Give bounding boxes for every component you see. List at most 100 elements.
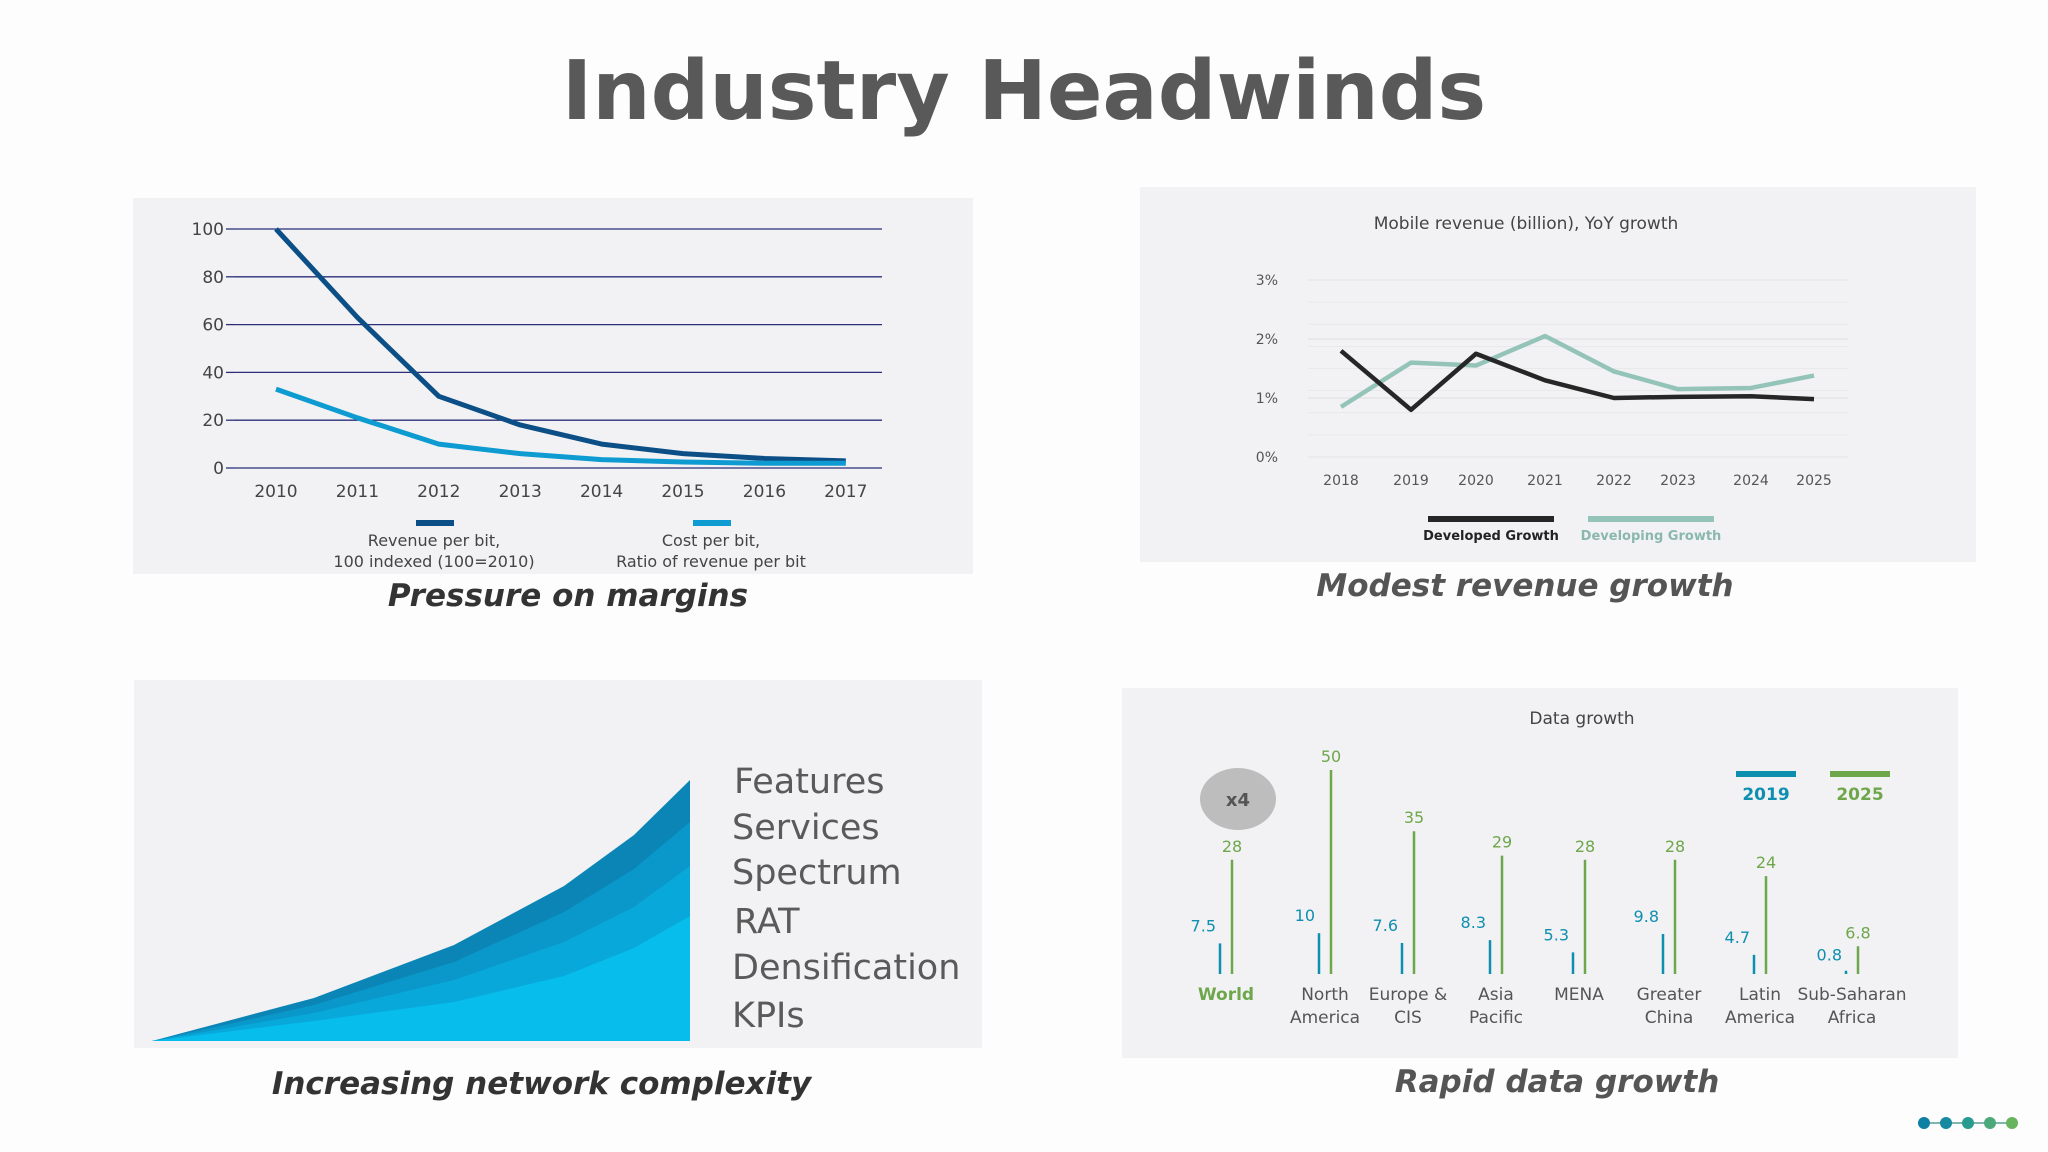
x-tick-label: 2024 (1733, 473, 1769, 489)
category-label: Sub-Saharan (1797, 985, 1906, 1005)
legend-label: Developing Growth (1581, 529, 1722, 544)
x-tick-label: 2010 (254, 482, 297, 502)
complexity-layer (152, 916, 690, 1041)
category-label: MENA (1554, 985, 1604, 1005)
category-label: America (1290, 1008, 1360, 1028)
category-label: Pacific (1469, 1008, 1523, 1028)
category-label: Europe & (1369, 985, 1447, 1005)
legend-label: Ratio of revenue per bit (616, 552, 806, 571)
category-label: World (1198, 985, 1254, 1005)
legend-label: 2025 (1836, 785, 1883, 805)
complexity-caption: Increasing network complexity (271, 1066, 812, 1102)
data-growth-caption: Rapid data growth (1394, 1064, 1720, 1100)
y-tick-label: 3% (1256, 273, 1278, 289)
data-label: 29 (1492, 833, 1512, 852)
y-tick-label: 60 (202, 316, 224, 336)
legend-label: 100 indexed (100=2010) (333, 552, 534, 571)
y-tick-label: 80 (202, 268, 224, 288)
x-tick-label: 2020 (1458, 473, 1494, 489)
data-label: 7.6 (1373, 916, 1398, 935)
developing-growth-line (1339, 333, 1815, 409)
category-label: CIS (1394, 1008, 1422, 1028)
x-tick-label: 2015 (661, 482, 704, 502)
x-tick-label: 2018 (1323, 473, 1359, 489)
pagination-dot (1984, 1117, 1996, 1129)
x-tick-label: 2013 (499, 482, 542, 502)
y-tick-label: 20 (202, 411, 224, 431)
category-label: North (1301, 985, 1349, 1005)
margins-panel: 0 20 40 60 80 100 2010 2011 2012 2013 2014 2015 2016… (133, 198, 973, 574)
y-tick-label: 0 (213, 459, 224, 479)
chart-title: Mobile revenue (billion), YoY growth (1374, 214, 1679, 234)
data-label: 35 (1404, 808, 1424, 827)
x-tick-label: 2016 (743, 482, 786, 502)
pagination-dot (1918, 1117, 1930, 1129)
pagination-dot (1962, 1117, 1974, 1129)
developed-growth-line (1339, 349, 1815, 413)
x-tick-label: 2014 (580, 482, 623, 502)
revenue-per-bit-line (274, 227, 846, 464)
category-label: China (1645, 1008, 1694, 1028)
complexity-area-chart: Features Services Spectrum RAT Densification… (152, 762, 960, 1041)
growth-annotation-label: x4 (1226, 790, 1250, 811)
x-tick-label: 2012 (417, 482, 460, 502)
complexity-label: Densification (732, 948, 960, 988)
data-growth-panel: Data growth 7.5 28 World 10 50 North America 7.6… (1122, 688, 1958, 1058)
data-label: 9.8 (1634, 907, 1659, 926)
legend-label: Cost per bit, (662, 531, 760, 550)
x-tick-label: 2017 (824, 482, 867, 502)
data-label: 50 (1321, 747, 1341, 766)
chart-title: Data growth (1529, 709, 1634, 729)
data-label: 5.3 (1544, 925, 1569, 944)
y-tick-label: 1% (1256, 391, 1278, 407)
data-label: 8.3 (1461, 913, 1486, 932)
margins-caption: Pressure on margins (387, 578, 749, 614)
legend-swatch (1428, 516, 1554, 522)
category-label: Greater (1637, 985, 1702, 1005)
legend-swatch (1830, 771, 1890, 777)
data-label: 28 (1665, 837, 1685, 856)
data-label: 6.8 (1845, 923, 1870, 942)
pagination-dots[interactable] (1916, 1114, 2026, 1132)
data-label: 0.8 (1817, 946, 1842, 965)
data-label: 4.7 (1725, 928, 1750, 947)
pagination-dot (1940, 1117, 1952, 1129)
legend-label: Revenue per bit, (368, 531, 500, 550)
data-growth-bar-chart: Data growth 7.5 28 World 10 50 North America 7.6… (1191, 709, 1907, 1028)
data-label: 7.5 (1191, 916, 1216, 935)
data-label: 28 (1575, 837, 1595, 856)
pagination-dot (2006, 1117, 2018, 1129)
y-tick-label: 40 (202, 363, 224, 383)
y-tick-label: 0% (1256, 450, 1278, 466)
complexity-label: Features (734, 762, 885, 802)
revenue-caption: Modest revenue growth (1316, 568, 1734, 604)
data-label: 10 (1295, 906, 1315, 925)
revenue-panel: Mobile revenue (billion), YoY growth 0% 1%… (1140, 187, 1976, 562)
x-tick-label: 2011 (336, 482, 379, 502)
data-label: 28 (1222, 837, 1242, 856)
page-title: Industry Headwinds (561, 44, 1487, 139)
y-tick-label: 2% (1256, 332, 1278, 348)
complexity-label: Spectrum (732, 853, 902, 893)
legend-label: 2019 (1742, 785, 1789, 805)
margins-line-chart: 0 20 40 60 80 100 2010 2011 2012 2013 2014 2015 2016… (192, 220, 882, 571)
legend-swatch (1736, 771, 1796, 777)
y-tick-label: 100 (192, 220, 224, 240)
complexity-label: RAT (734, 902, 800, 942)
x-tick-label: 2023 (1660, 473, 1696, 489)
revenue-growth-line-chart: Mobile revenue (billion), YoY growth 0% 1%… (1256, 214, 1848, 544)
legend-swatch (693, 520, 731, 526)
category-label: Latin (1739, 985, 1781, 1005)
complexity-panel: Features Services Spectrum RAT Densification… (134, 680, 982, 1048)
complexity-label: Services (732, 808, 880, 848)
legend-label: Developed Growth (1423, 529, 1559, 544)
category-label: America (1725, 1008, 1795, 1028)
x-tick-label: 2025 (1796, 473, 1832, 489)
data-label: 24 (1756, 853, 1776, 872)
category-label: Africa (1828, 1008, 1877, 1028)
x-tick-label: 2022 (1596, 473, 1632, 489)
complexity-label: KPIs (732, 996, 805, 1036)
x-tick-label: 2019 (1393, 473, 1429, 489)
growth-annotation-badge (1200, 768, 1276, 830)
legend-swatch (1588, 516, 1714, 522)
